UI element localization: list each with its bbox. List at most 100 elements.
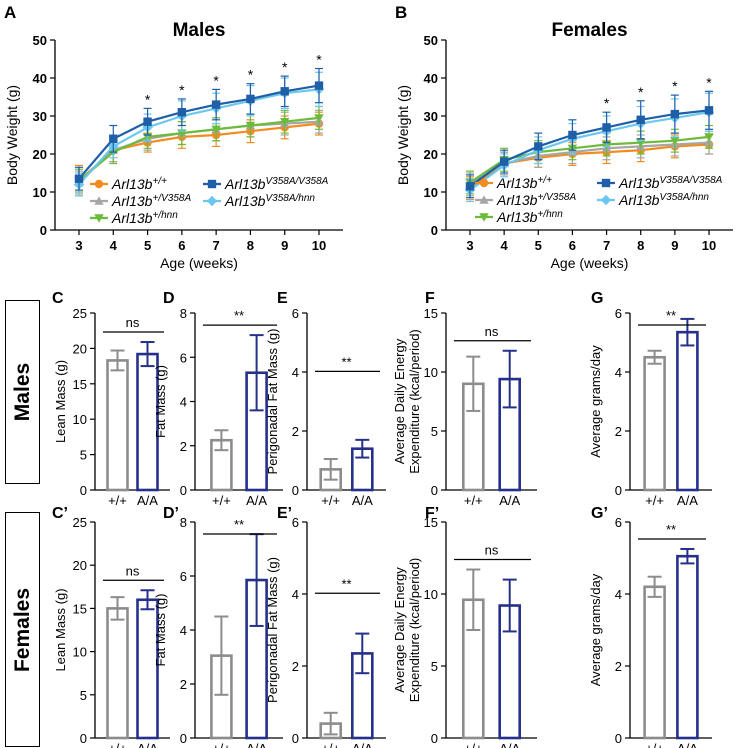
- series-V358A/V358A: [74, 67, 324, 191]
- y-tick-label: 10: [424, 365, 438, 380]
- significance-star: *: [145, 91, 151, 107]
- y-tick-label: 15: [73, 377, 87, 392]
- panel-letter: C: [52, 290, 64, 307]
- y-tick-label: 10: [424, 587, 438, 602]
- x-tick-label: 8: [637, 238, 644, 253]
- significance-star: *: [316, 52, 322, 68]
- y-tick-label: 25: [73, 515, 87, 530]
- legend-marker: [94, 196, 104, 205]
- legend-label: Arl13bV358A/V358A: [618, 175, 723, 192]
- x-tick-label: A/A: [499, 493, 520, 508]
- y-axis-label: Average grams/day: [588, 345, 603, 458]
- panel-letter: G’: [591, 505, 608, 522]
- bar-chart-E’: E’ 0 2 4 6 +/+ A/A ** Perigonadal Fat Mass (g): [265, 505, 386, 748]
- x-tick-label: +/+: [321, 741, 340, 748]
- legend-marker: [601, 178, 611, 188]
- x-tick-label: 9: [671, 238, 678, 253]
- legend-marker: [94, 214, 104, 223]
- data-point: [568, 130, 577, 140]
- panel-letter: D’: [163, 505, 179, 522]
- x-tick-label: 6: [178, 238, 185, 253]
- y-tick-label: 0: [431, 223, 438, 238]
- bar-chart-E: E 0 2 4 6 +/+ A/A ** Perigonadal Fat Mass (g): [265, 290, 386, 508]
- y-tick-label: 20: [73, 558, 87, 573]
- y-tick-label: 15: [424, 515, 438, 530]
- legend-label: Arl13b+/V358A: [496, 192, 576, 209]
- data-point: [246, 94, 255, 104]
- y-tick-label: 0: [180, 731, 187, 746]
- legend-entry: Arl13bV358A/V358A: [203, 176, 329, 192]
- y-tick-label: 6: [180, 569, 187, 584]
- legend-marker: [600, 194, 612, 206]
- significance-star: *: [672, 78, 678, 94]
- legend-entry: Arl13bV358A/V358A: [597, 175, 723, 192]
- y-tick-label: 15: [424, 306, 438, 321]
- series-V358A/V358A: [465, 90, 714, 199]
- bar-chart-D: D 0 2 4 6 8 +/+ A/A ** Fat Mass (g): [153, 290, 283, 508]
- bar-chart-D’: D’ 0 2 4 6 8 +/+ A/A ** Fat Mass (g): [153, 505, 283, 748]
- data-point: [109, 134, 118, 143]
- y-axis-label: Average Daily Energy: [392, 338, 407, 464]
- data-point: [704, 133, 714, 142]
- x-tick-label: +/+: [108, 493, 127, 508]
- data-point: [465, 182, 475, 191]
- x-axis-label: Age (weeks): [551, 255, 629, 271]
- legend-entry: Arl13bV358A/hnn: [203, 193, 315, 209]
- significance-star: *: [213, 72, 219, 88]
- y-tick-label: 40: [424, 71, 438, 86]
- y-tick-label: 50: [33, 33, 47, 48]
- legend-entry: Arl13b+/hnn: [475, 209, 563, 225]
- x-tick-label: A/A: [677, 741, 698, 748]
- y-axis-label: Fat Mass (g): [153, 594, 168, 667]
- y-tick-label: 2: [180, 439, 187, 454]
- y-tick-label: 6: [292, 515, 299, 530]
- y-axis-label: Body Weight (g): [4, 85, 20, 185]
- x-axis-label: Age (weeks): [160, 255, 238, 271]
- x-tick-label: +/+: [645, 741, 664, 748]
- significance-label: **: [234, 308, 244, 323]
- y-tick-label: 10: [33, 185, 47, 200]
- x-tick-label: 8: [247, 238, 254, 253]
- panel-letter: E: [277, 290, 288, 307]
- bar: [643, 585, 666, 740]
- significance-star: *: [638, 84, 644, 100]
- x-tick-label: A/A: [352, 493, 373, 508]
- data-point: [636, 115, 645, 124]
- x-tick-label: A/A: [246, 493, 267, 508]
- y-tick-label: 15: [73, 601, 87, 616]
- x-tick-label: A/A: [352, 741, 373, 748]
- x-tick-label: +/+: [645, 493, 664, 508]
- y-tick-label: 4: [292, 365, 299, 380]
- legend-label: Arl13b+/+: [111, 176, 167, 193]
- y-tick-label: 5: [80, 688, 87, 703]
- y-tick-label: 0: [431, 731, 438, 746]
- y-tick-label: 5: [431, 659, 438, 674]
- bar: [676, 554, 699, 740]
- x-tick-label: 3: [75, 238, 82, 253]
- y-tick-label: 0: [615, 731, 622, 746]
- significance-label: **: [666, 522, 676, 537]
- y-tick-label: 30: [33, 109, 47, 124]
- series-line: [78, 88, 320, 186]
- row-label-males: Males: [5, 300, 40, 484]
- bar-chart-C’: C’ 0 5 10 15 20 25 +/+ A/A ns Lean Mass (g): [52, 505, 170, 748]
- y-tick-label: 0: [180, 483, 187, 498]
- y-tick-label: 0: [80, 731, 87, 746]
- panel-letter: C’: [52, 505, 68, 522]
- x-tick-label: 7: [213, 238, 220, 253]
- y-tick-label: 2: [615, 424, 622, 439]
- data-point: [211, 100, 221, 109]
- significance-label: ns: [485, 324, 499, 339]
- data-point: [280, 87, 289, 96]
- panel-letter: A: [4, 3, 16, 22]
- y-tick-label: 4: [292, 587, 299, 602]
- y-tick-label: 40: [33, 71, 47, 86]
- panel-letter: G: [591, 290, 603, 307]
- y-tick-label: 8: [180, 306, 187, 321]
- data-point: [314, 114, 324, 123]
- significance-label: ns: [126, 563, 140, 578]
- significance-label: **: [666, 308, 676, 323]
- x-tick-label: 10: [312, 238, 326, 253]
- data-point: [704, 106, 714, 115]
- bar: [643, 355, 666, 492]
